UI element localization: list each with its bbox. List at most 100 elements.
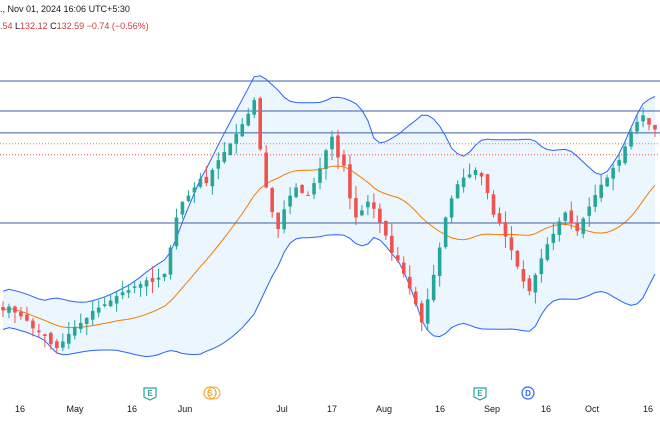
candle-body (246, 113, 251, 126)
event-marker-d[interactable]: D (521, 386, 535, 400)
upper-band-line (2, 75, 656, 303)
candle-body (431, 274, 436, 301)
candle-body (84, 317, 89, 324)
candle-body (623, 146, 627, 164)
event-symbol: E (147, 389, 153, 398)
candle-body (348, 164, 352, 199)
candle-body (395, 255, 400, 261)
x-axis: 16 May 16 Jun Jul 17 Aug 16 Sep 16 Oct 16 (15, 404, 653, 414)
candle-body (90, 310, 95, 320)
candle-body (629, 131, 633, 147)
candle-body (318, 168, 322, 183)
candle-body (491, 194, 496, 215)
candle-body (647, 118, 651, 125)
candle-body (61, 341, 65, 348)
candle-body (96, 307, 101, 313)
candle-body (312, 183, 316, 195)
candle-body (378, 208, 382, 223)
band-fill (3, 75, 655, 357)
candle-body (593, 195, 597, 207)
low-label: L (15, 21, 21, 31)
candle-body (288, 195, 292, 207)
lower-band-line (2, 234, 656, 358)
candle-body (102, 304, 107, 306)
candle-body (551, 233, 556, 243)
x-tick-label: 16 (541, 404, 551, 414)
split-icon (203, 386, 217, 400)
candle-body (527, 278, 532, 292)
candle-body (72, 326, 77, 336)
event-marker-e[interactable]: E (143, 387, 157, 401)
x-tick-label: Sep (484, 404, 500, 414)
candle-body (599, 184, 603, 198)
x-tick-label: Jul (276, 404, 288, 414)
candle-body (306, 194, 310, 196)
candle-body (55, 341, 59, 349)
candle-body (407, 276, 412, 289)
candle-body (653, 124, 657, 130)
candle-body (443, 217, 448, 248)
candle-body (204, 176, 209, 184)
candle-body (7, 306, 11, 313)
candles (1, 96, 657, 354)
symbol-timestamp: ., Nov 01, 2024 16:06 UTC+5:30 (0, 4, 130, 14)
candle-body (216, 160, 221, 169)
candle-body (372, 202, 376, 209)
candle-body (282, 209, 286, 230)
candle-body (258, 98, 263, 150)
event-marker-e[interactable]: E (473, 387, 487, 401)
candle-body (563, 212, 568, 221)
earnings-icon (143, 387, 157, 401)
candle-body (300, 184, 304, 193)
bollinger-bands (2, 75, 656, 358)
candle-body (497, 213, 502, 223)
candle-body (198, 178, 203, 187)
candle-body (252, 100, 257, 115)
candle-body (25, 314, 29, 321)
candle-body (557, 221, 562, 235)
candle-body (294, 187, 298, 198)
candle-body (425, 299, 430, 324)
event-symbol: D (525, 389, 531, 398)
candle-body (276, 212, 280, 229)
x-tick-label: 16 (15, 404, 25, 414)
close-value: 132.59 (56, 21, 85, 31)
basis-line (2, 165, 656, 329)
x-tick-label: 17 (327, 404, 337, 414)
candle-body (611, 167, 615, 179)
candle-body (342, 154, 346, 166)
split-icon-ring (207, 386, 221, 400)
candle-body (49, 332, 53, 345)
candle-body (617, 160, 621, 166)
candle-body (485, 174, 490, 193)
candle-body (66, 333, 71, 344)
event-marker-s[interactable]: S (203, 386, 221, 400)
candle-body (330, 136, 334, 150)
candle-body (270, 188, 274, 213)
candle-body (174, 217, 179, 247)
candle-body (1, 307, 5, 311)
candle-body (228, 143, 233, 155)
candle-body (162, 273, 167, 278)
candle-body (515, 250, 520, 267)
change-value: −0.74 (−0.56%) (86, 21, 149, 31)
x-tick-label: 16 (643, 404, 653, 414)
candle-body (210, 169, 215, 187)
candle-body (37, 330, 41, 333)
candle-body (108, 300, 113, 307)
candle-body (479, 173, 484, 177)
candle-body (467, 174, 472, 178)
candle-body (138, 284, 143, 288)
candle-body (419, 303, 424, 323)
event-symbol: S (207, 389, 213, 398)
candle-body (186, 195, 191, 202)
candle-body (449, 198, 454, 218)
candle-body (120, 292, 125, 296)
open-high-fragment: .54 (0, 21, 13, 31)
candle-body (13, 306, 17, 313)
candle-body (401, 262, 406, 274)
candle-body (413, 291, 418, 305)
candle-body (533, 274, 538, 293)
